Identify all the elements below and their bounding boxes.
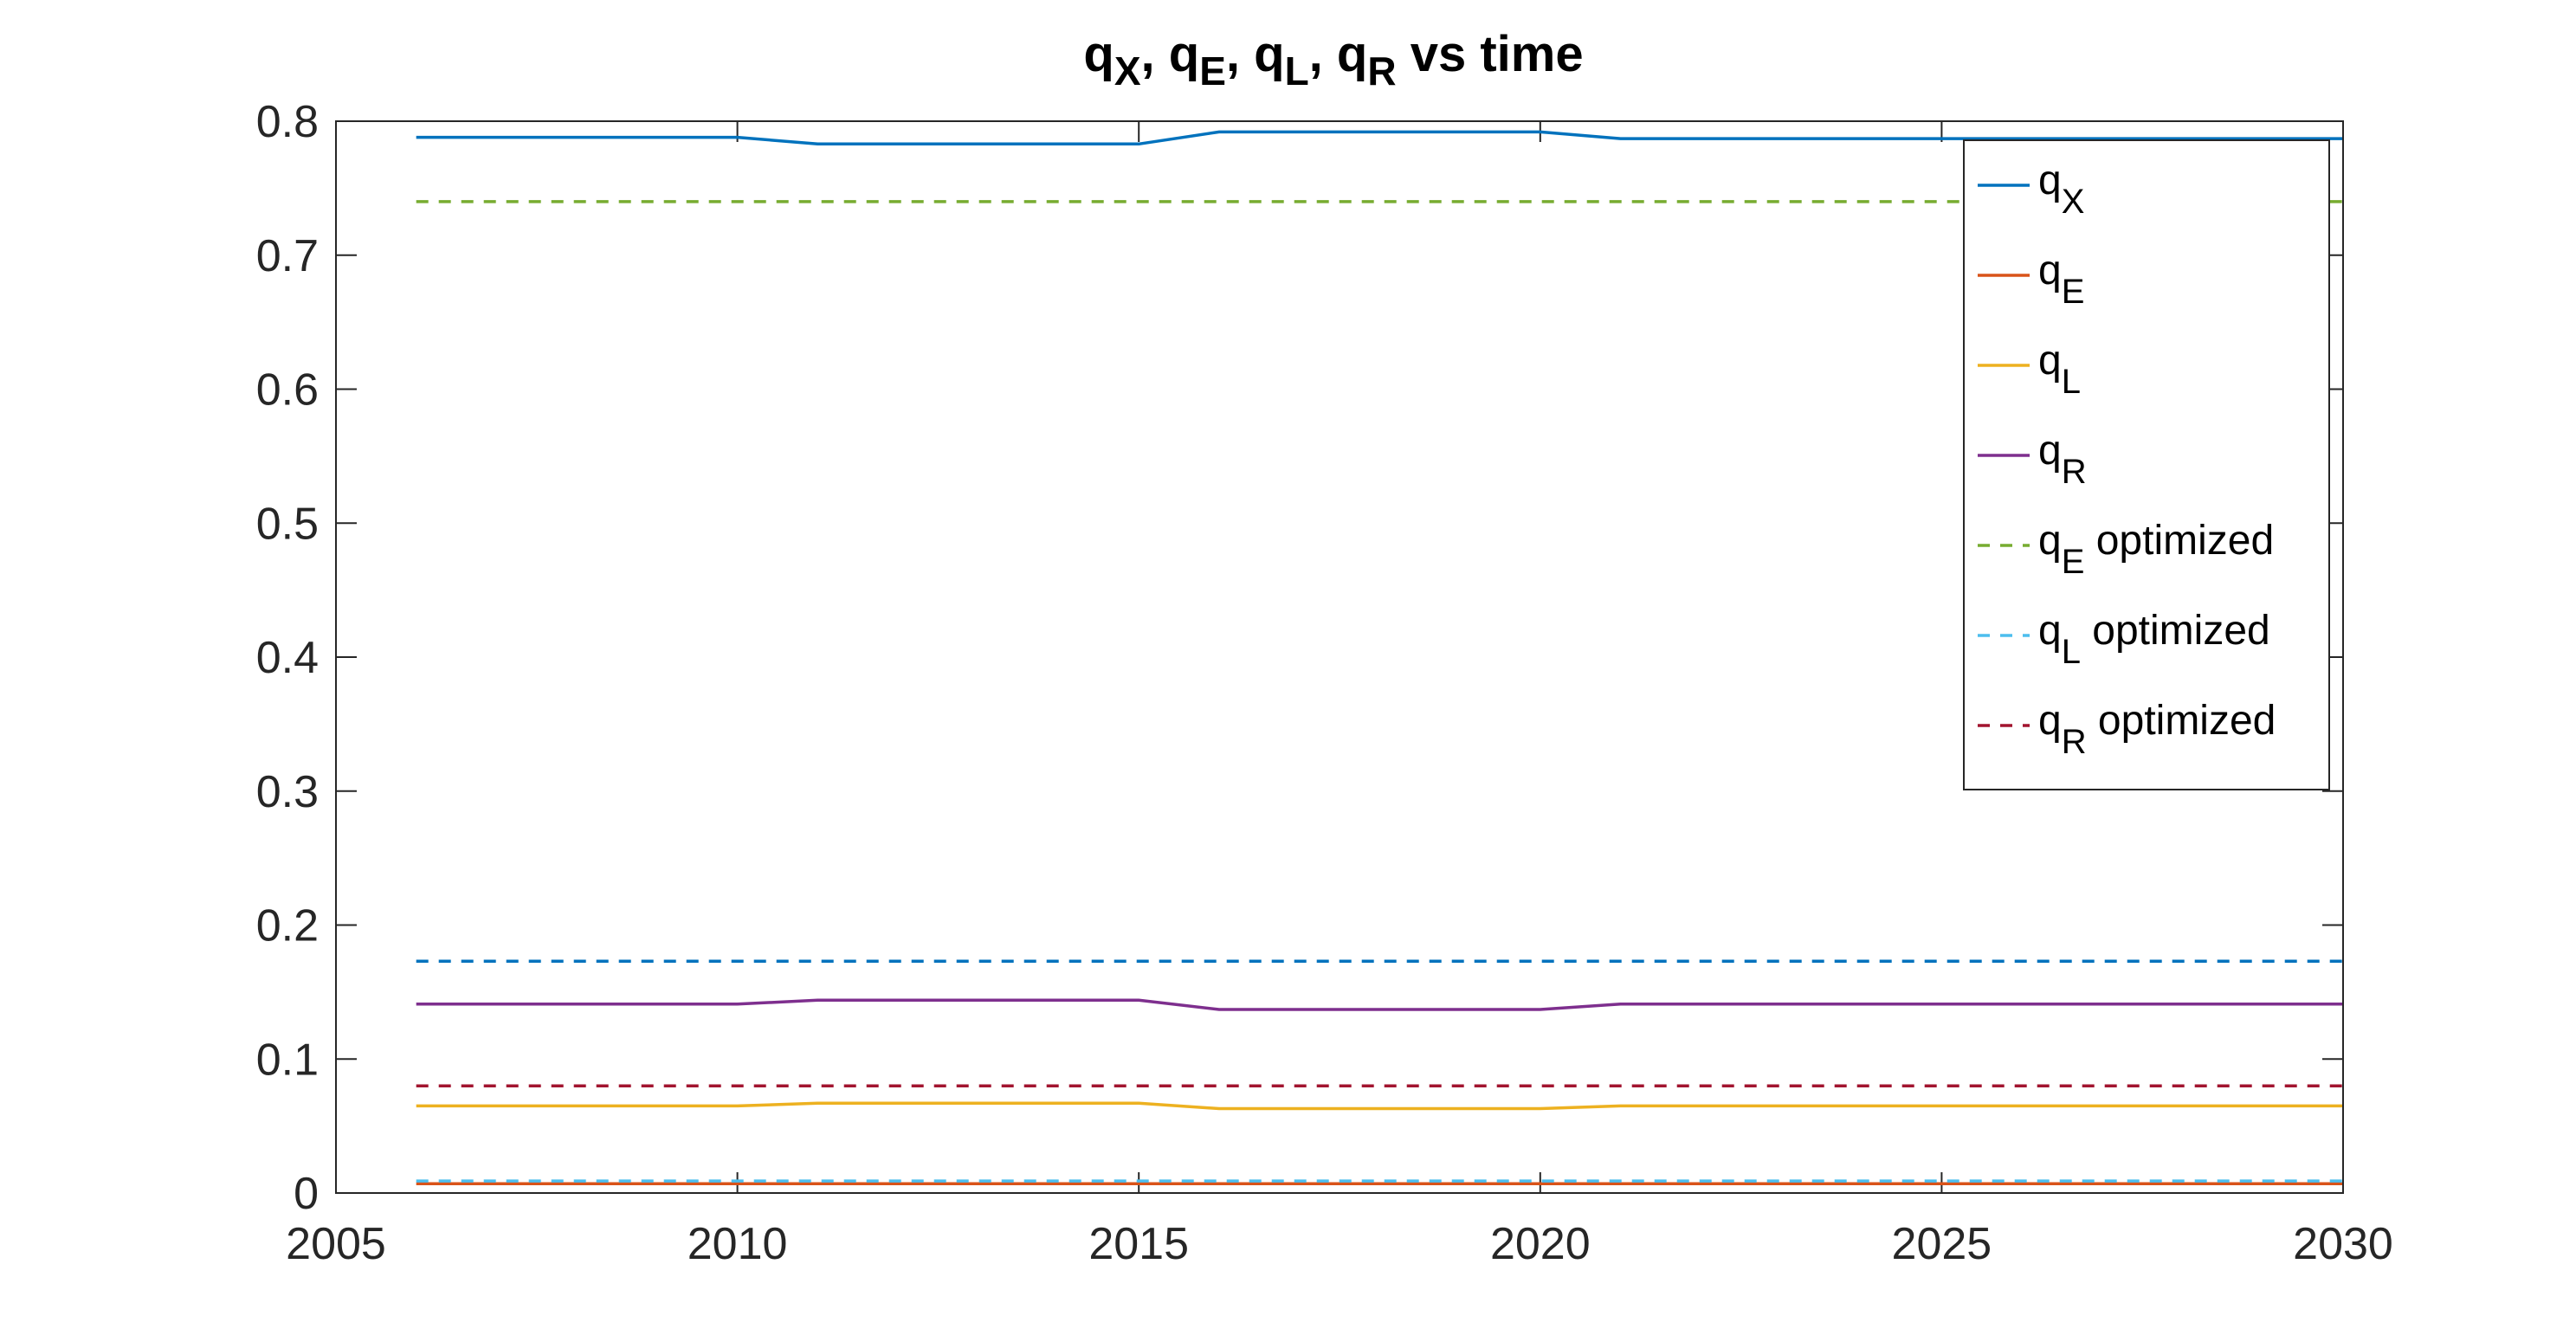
x-tick-label: 2030 [2293, 1219, 2393, 1269]
x-tick-label: 2015 [1088, 1219, 1189, 1269]
legend-label: qE optimized [2038, 518, 2274, 581]
y-tick-label: 0.2 [256, 901, 319, 951]
x-tick-label: 2020 [1490, 1219, 1591, 1269]
axes: 2005 2010 2015 2020 2025 2030 0 0.1 0.2 0.3 0.4 0.5… [256, 97, 2393, 1269]
chart-title-text: qX, qE, qL, qR vs time [1083, 26, 1583, 94]
x-tick-label: 2025 [1892, 1219, 1992, 1269]
legend: qX qE qL qR qE optimized qL optimized qR optim… [1963, 139, 2330, 790]
title-segment: , q [1226, 26, 1285, 82]
title-segment: , q [1309, 26, 1368, 82]
series-line-4 [416, 998, 2343, 1011]
title-subscript: E [1199, 48, 1226, 94]
title-subscript: X [1114, 48, 1141, 94]
title-segment: q [1083, 26, 1114, 82]
chart-title: qX, qE, qL, qR vs time [1083, 26, 1583, 94]
y-tick-label: 0 [294, 1169, 319, 1219]
y-tick-label: 0.1 [256, 1035, 319, 1085]
x-tick-label: 2010 [688, 1219, 788, 1269]
legend-label: qL optimized [2038, 608, 2270, 671]
legend-label: qX [2038, 158, 2084, 221]
y-tick-label: 0.5 [256, 499, 319, 549]
title-segment: vs time [1397, 26, 1584, 82]
y-tick-label: 0.4 [256, 633, 319, 683]
legend-box [1963, 139, 2330, 790]
y-tick-label: 0.7 [256, 231, 319, 281]
legend-label: qL [2038, 338, 2081, 401]
plot-area-border [335, 120, 2344, 1194]
plot-frame [335, 120, 2344, 1194]
title-subscript: L [1285, 48, 1309, 94]
series-line-3 [416, 1101, 2343, 1111]
y-tick-label: 0.6 [256, 365, 319, 416]
x-tick-label: 2005 [286, 1219, 386, 1269]
series-line-1 [416, 130, 2343, 146]
title-segment: , q [1141, 26, 1200, 82]
legend-label: qE [2038, 248, 2084, 311]
title-subscript: R [1367, 48, 1396, 94]
y-tick-label: 0.8 [256, 97, 319, 147]
y-tick-label: 0.3 [256, 767, 319, 817]
legend-label: qR optimized [2038, 698, 2276, 761]
legend-label: qR [2038, 428, 2087, 491]
